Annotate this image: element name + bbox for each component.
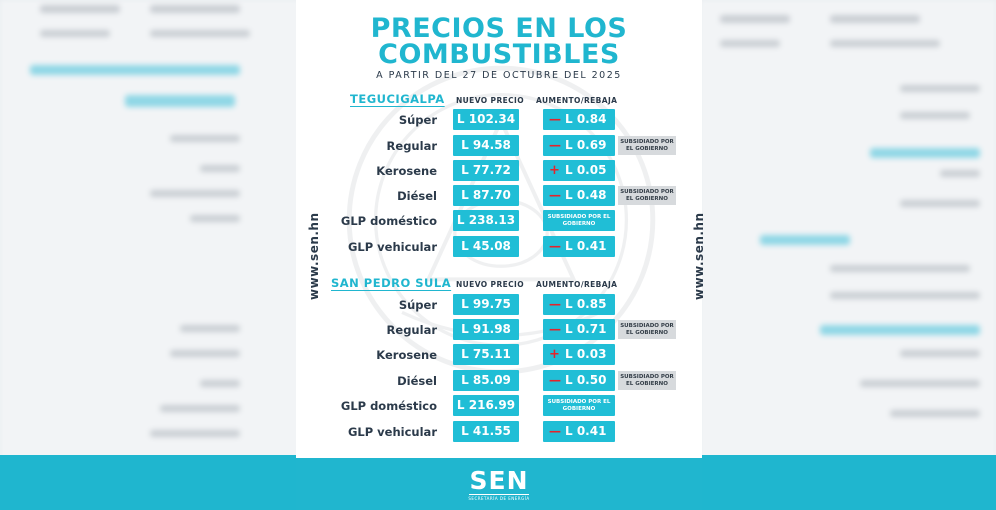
price-change-value: L 0.48 <box>565 188 607 202</box>
logo-divider <box>469 494 529 495</box>
price-change: — L 0.41 <box>543 236 615 257</box>
blurred-background-right <box>700 0 996 510</box>
column-header-change: AUMENTO/REBAJA <box>536 96 618 105</box>
column-header-change: AUMENTO/REBAJA <box>536 280 618 289</box>
price-change: — L 0.85 <box>543 294 615 315</box>
price-change: — L 0.69 <box>543 135 615 156</box>
fuel-label: Súper <box>398 298 437 312</box>
fuel-label: Diésel <box>397 374 437 388</box>
new-price: L 94.58 <box>453 135 519 156</box>
new-price: L 75.11 <box>453 344 519 365</box>
fuel-label: Regular <box>386 323 437 337</box>
price-change-value: L 0.03 <box>565 347 607 361</box>
fuel-label: Diésel <box>397 189 437 203</box>
price-change-value: L 0.41 <box>565 424 607 438</box>
new-price: L 85.09 <box>453 370 519 391</box>
price-change: — L 0.50 <box>543 370 615 391</box>
new-price: L 87.70 <box>453 185 519 206</box>
price-change: + L 0.05 <box>543 160 615 181</box>
sen-logo-subtitle: SECRETARÍA DE ENERGÍA <box>468 496 530 501</box>
price-change-value: L 0.05 <box>565 163 607 177</box>
increase-sign: + <box>549 347 560 362</box>
price-change-value: L 0.85 <box>565 297 607 311</box>
new-price: L 102.34 <box>453 109 519 130</box>
decrease-sign: — <box>549 297 561 311</box>
new-price: L 216.99 <box>453 395 519 416</box>
price-change: — L 0.71 <box>543 319 615 340</box>
price-change: — L 0.48 <box>543 185 615 206</box>
new-price: L 41.55 <box>453 421 519 442</box>
title-line-1: PRECIOS EN LOS <box>370 13 628 44</box>
subsidy-note: SUBSIDIADO POR EL GOBIERNO <box>618 186 676 205</box>
decrease-sign: — <box>549 188 561 202</box>
decrease-sign: — <box>549 424 561 438</box>
column-header-price: NUEVO PRECIO <box>456 96 525 105</box>
blurred-background-left <box>0 0 300 510</box>
title-line-2: COMBUSTIBLES <box>378 39 620 70</box>
price-change: — L 0.41 <box>543 421 615 442</box>
fuel-label: Súper <box>398 113 437 127</box>
new-price: L 77.72 <box>453 160 519 181</box>
increase-sign: + <box>549 163 560 178</box>
new-price: L 91.98 <box>453 319 519 340</box>
price-change-value: L 0.84 <box>565 112 607 126</box>
fuel-label: Kerosene <box>376 164 437 178</box>
new-price: L 45.08 <box>453 236 519 257</box>
city-heading-tegucigalpa: TEGUCIGALPA <box>350 92 445 106</box>
poster-footer <box>296 458 702 510</box>
column-header-price: NUEVO PRECIO <box>456 280 525 289</box>
sen-logo: SEN <box>469 466 529 495</box>
fuel-label: Regular <box>386 139 437 153</box>
new-price: L 99.75 <box>453 294 519 315</box>
subsidy-note: SUBSIDIADO POR EL GOBIERNO <box>618 371 676 390</box>
subsidy-note: SUBSIDIADO POR EL GOBIERNO <box>618 136 676 155</box>
price-change: + L 0.03 <box>543 344 615 365</box>
price-change-value: L 0.71 <box>565 322 607 336</box>
decrease-sign: — <box>549 112 561 126</box>
subsidy-box: SUBSIDIADO POR EL GOBIERNO <box>543 395 615 416</box>
new-price: L 238.13 <box>453 210 519 231</box>
decrease-sign: — <box>549 239 561 253</box>
fuel-label: Kerosene <box>376 348 437 362</box>
fuel-label: GLP vehicular <box>347 425 437 439</box>
fuel-label: GLP doméstico <box>340 399 437 413</box>
price-change-value: L 0.69 <box>565 138 607 152</box>
decrease-sign: — <box>549 322 561 336</box>
price-change-value: L 0.50 <box>565 373 607 387</box>
decrease-sign: — <box>549 373 561 387</box>
subsidy-note: SUBSIDIADO POR EL GOBIERNO <box>618 320 676 339</box>
effective-date: A PARTIR DEL 27 DE OCTUBRE DEL 2025 <box>376 70 622 81</box>
fuel-label: GLP vehicular <box>347 240 437 254</box>
price-change-value: L 0.41 <box>565 239 607 253</box>
price-change: — L 0.84 <box>543 109 615 130</box>
fuel-label: GLP doméstico <box>340 214 437 228</box>
subsidy-box: SUBSIDIADO POR EL GOBIERNO <box>543 210 615 231</box>
decrease-sign: — <box>549 138 561 152</box>
side-url-right: www.sen.hn <box>692 212 706 300</box>
city-heading-san-pedro-sula: SAN PEDRO SULA <box>331 276 452 290</box>
